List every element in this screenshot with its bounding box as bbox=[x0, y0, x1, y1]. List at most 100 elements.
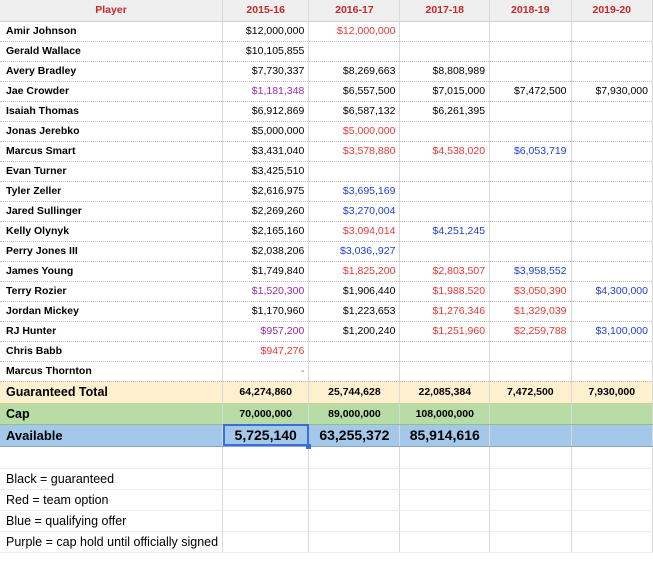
empty-cell[interactable] bbox=[489, 531, 572, 553]
empty-cell[interactable] bbox=[399, 510, 491, 532]
header-season[interactable]: 2016-17 bbox=[308, 0, 401, 22]
salary-cell[interactable] bbox=[308, 341, 401, 362]
salary-cell[interactable] bbox=[399, 341, 491, 362]
salary-cell[interactable]: $1,170,960 bbox=[222, 301, 310, 322]
salary-cell[interactable]: $2,038,206 bbox=[222, 241, 310, 262]
salary-cell[interactable]: $6,557,500 bbox=[308, 81, 401, 102]
salary-cell[interactable]: $4,251,245 bbox=[399, 221, 491, 242]
salary-cell[interactable]: $1,520,300 bbox=[222, 281, 310, 302]
salary-cell[interactable] bbox=[489, 41, 572, 62]
salary-cell[interactable]: $1,825,200 bbox=[308, 261, 401, 282]
empty-cell[interactable] bbox=[571, 489, 653, 511]
salary-cell[interactable] bbox=[489, 121, 572, 142]
salary-cell[interactable] bbox=[308, 161, 401, 182]
empty-cell[interactable] bbox=[222, 468, 310, 490]
available-value-cell[interactable] bbox=[571, 424, 653, 447]
guaranteed-value-cell[interactable]: 64,274,860 bbox=[222, 381, 310, 404]
salary-cell[interactable] bbox=[489, 161, 572, 182]
salary-cell[interactable]: - bbox=[222, 361, 310, 382]
salary-cell[interactable]: $1,276,346 bbox=[399, 301, 491, 322]
legend-text-cell[interactable]: Black = guaranteed bbox=[0, 468, 224, 490]
player-name-cell[interactable]: Avery Bradley bbox=[0, 61, 224, 82]
guaranteed-value-cell[interactable]: 7,930,000 bbox=[571, 381, 653, 404]
available-value-cell[interactable]: 63,255,372 bbox=[308, 424, 401, 447]
salary-cell[interactable]: $2,616,975 bbox=[222, 181, 310, 202]
player-name-cell[interactable]: Marcus Thornton bbox=[0, 361, 224, 382]
salary-cell[interactable]: $5,000,000 bbox=[308, 121, 401, 142]
player-name-cell[interactable]: Tyler Zeller bbox=[0, 181, 224, 202]
salary-cell[interactable]: $2,269,260 bbox=[222, 201, 310, 222]
salary-cell[interactable] bbox=[571, 141, 653, 162]
salary-cell[interactable]: $8,808,989 bbox=[399, 61, 491, 82]
legend-text-cell[interactable]: Blue = qualifying offer bbox=[0, 510, 224, 532]
player-name-cell[interactable]: Gerald Wallace bbox=[0, 41, 224, 62]
salary-cell[interactable]: $7,472,500 bbox=[489, 81, 572, 102]
empty-cell[interactable] bbox=[489, 510, 572, 532]
salary-cell[interactable]: $3,100,000 bbox=[571, 321, 653, 342]
player-name-cell[interactable]: Terry Rozier bbox=[0, 281, 224, 302]
salary-cell[interactable]: $1,200,240 bbox=[308, 321, 401, 342]
salary-cell[interactable] bbox=[399, 41, 491, 62]
salary-cell[interactable] bbox=[489, 221, 572, 242]
guaranteed-value-cell[interactable]: 25,744,628 bbox=[308, 381, 401, 404]
salary-cell[interactable]: $6,587,132 bbox=[308, 101, 401, 122]
player-name-cell[interactable]: Evan Turner bbox=[0, 161, 224, 182]
empty-cell[interactable] bbox=[571, 468, 653, 490]
legend-text-cell[interactable]: Purple = cap hold until officially signe… bbox=[0, 531, 224, 553]
salary-cell[interactable] bbox=[571, 21, 653, 42]
salary-cell[interactable]: $7,015,000 bbox=[399, 81, 491, 102]
empty-cell[interactable] bbox=[399, 468, 491, 490]
player-name-cell[interactable]: James Young bbox=[0, 261, 224, 282]
empty-cell[interactable] bbox=[308, 446, 401, 469]
salary-cell[interactable] bbox=[399, 201, 491, 222]
salary-cell[interactable] bbox=[399, 121, 491, 142]
available-value-cell[interactable] bbox=[489, 424, 572, 447]
empty-cell[interactable] bbox=[489, 468, 572, 490]
empty-cell[interactable] bbox=[489, 489, 572, 511]
salary-cell[interactable]: $1,181,348 bbox=[222, 81, 310, 102]
salary-cell[interactable]: $6,912,869 bbox=[222, 101, 310, 122]
available-value-cell[interactable]: 5,725,140 bbox=[222, 424, 312, 448]
salary-cell[interactable] bbox=[571, 341, 653, 362]
player-name-cell[interactable]: RJ Hunter bbox=[0, 321, 224, 342]
player-name-cell[interactable]: Jared Sullinger bbox=[0, 201, 224, 222]
cap-value-cell[interactable] bbox=[571, 403, 653, 425]
salary-cell[interactable] bbox=[571, 241, 653, 262]
empty-cell[interactable] bbox=[489, 446, 572, 469]
guaranteed-value-cell[interactable]: 22,085,384 bbox=[399, 381, 491, 404]
salary-cell[interactable] bbox=[571, 201, 653, 222]
salary-cell[interactable] bbox=[308, 41, 401, 62]
salary-cell[interactable]: $3,425,510 bbox=[222, 161, 310, 182]
empty-cell[interactable] bbox=[571, 446, 653, 469]
salary-cell[interactable]: $3,695,169 bbox=[308, 181, 401, 202]
empty-cell[interactable] bbox=[399, 531, 491, 553]
player-name-cell[interactable]: Chris Babb bbox=[0, 341, 224, 362]
cap-value-cell[interactable]: 108,000,000 bbox=[399, 403, 491, 425]
salary-cell[interactable]: $3,431,040 bbox=[222, 141, 310, 162]
header-player[interactable]: Player bbox=[0, 0, 224, 22]
salary-cell[interactable]: $1,223,653 bbox=[308, 301, 401, 322]
salary-cell[interactable] bbox=[399, 21, 491, 42]
salary-cell[interactable] bbox=[571, 41, 653, 62]
cap-value-cell[interactable]: 70,000,000 bbox=[222, 403, 310, 425]
player-name-cell[interactable]: Jonas Jerebko bbox=[0, 121, 224, 142]
salary-cell[interactable]: $4,300,000 bbox=[571, 281, 653, 302]
salary-cell[interactable]: $2,165,160 bbox=[222, 221, 310, 242]
salary-cell[interactable]: $957,200 bbox=[222, 321, 310, 342]
header-season[interactable]: 2017-18 bbox=[399, 0, 491, 22]
guaranteed-value-cell[interactable]: 7,472,500 bbox=[489, 381, 572, 404]
header-season[interactable]: 2018-19 bbox=[489, 0, 572, 22]
salary-cell[interactable] bbox=[399, 181, 491, 202]
salary-cell[interactable] bbox=[489, 241, 572, 262]
empty-cell[interactable] bbox=[0, 446, 224, 469]
salary-cell[interactable]: $7,930,000 bbox=[571, 81, 653, 102]
player-name-cell[interactable]: Jordan Mickey bbox=[0, 301, 224, 322]
player-name-cell[interactable]: Jae Crowder bbox=[0, 81, 224, 102]
player-name-cell[interactable]: Kelly Olynyk bbox=[0, 221, 224, 242]
salary-cell[interactable]: $8,269,663 bbox=[308, 61, 401, 82]
salary-cell[interactable]: $1,749,840 bbox=[222, 261, 310, 282]
salary-cell[interactable] bbox=[489, 61, 572, 82]
salary-cell[interactable]: $2,259,788 bbox=[489, 321, 572, 342]
empty-cell[interactable] bbox=[571, 510, 653, 532]
salary-cell[interactable]: $5,000,000 bbox=[222, 121, 310, 142]
